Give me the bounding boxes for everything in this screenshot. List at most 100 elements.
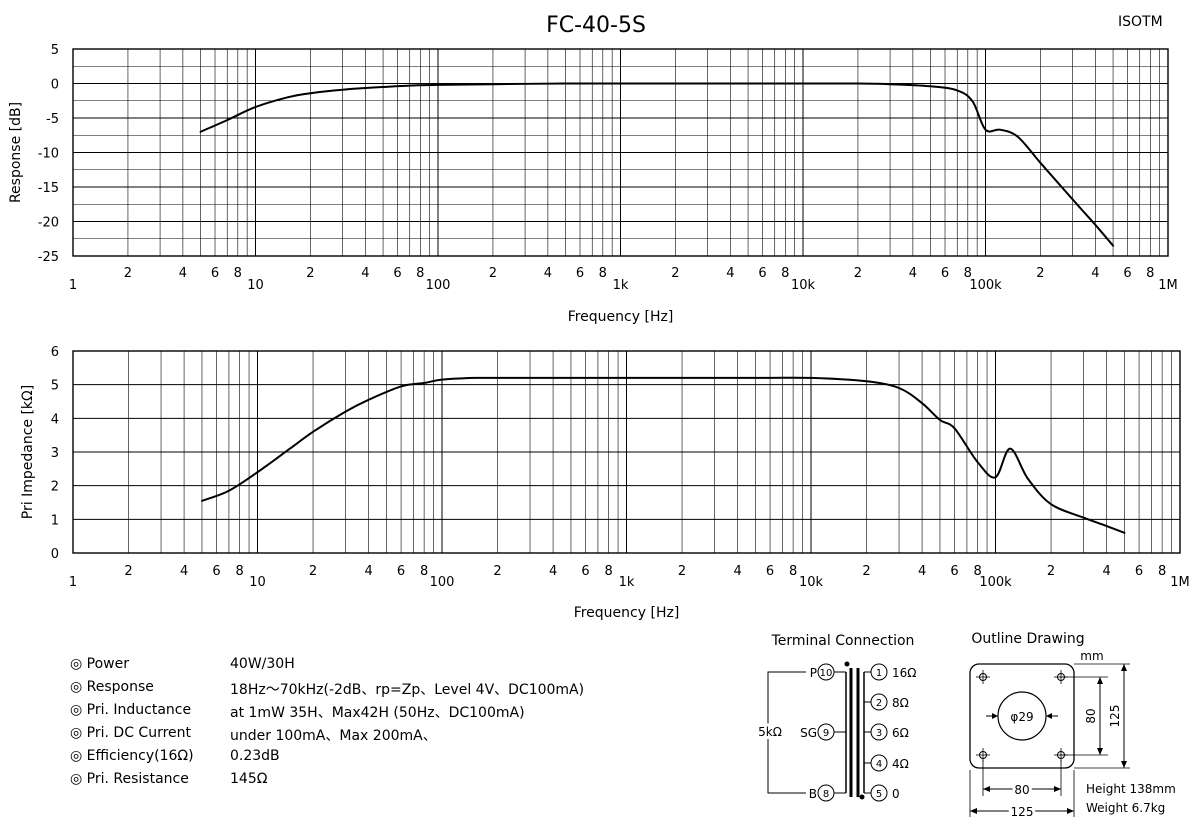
secondary-tap-label: 0 (892, 787, 900, 801)
spec-value: under 100mA、Max 200mA、 (230, 728, 437, 744)
y-tick-label: -20 (38, 216, 59, 231)
chassis-outline (969, 663, 1075, 769)
pin-number: 1 (876, 668, 882, 679)
plot-frame (72, 48, 1169, 257)
secondary-tap-label: 6Ω (892, 726, 909, 740)
x-tick-label: 8 (416, 266, 424, 281)
x-tick-label: 8 (1158, 564, 1166, 579)
terminal-heading: Terminal Connection (771, 633, 915, 649)
secondary-tap-label: 4Ω (892, 757, 909, 771)
dim-outer-vertical: 125 (1108, 705, 1122, 728)
y-tick-label: -10 (38, 147, 59, 162)
arrowhead (1097, 677, 1103, 684)
x-tick-label: 6 (766, 564, 774, 579)
hole-diameter: φ29 (1010, 710, 1033, 724)
y-axis-label: Pri Impedance [kΩ] (20, 385, 36, 519)
arrowhead (983, 786, 990, 792)
x-tick-label: 1k (619, 575, 635, 590)
secondary-tap-label: 16Ω (892, 666, 916, 680)
arrowhead (1067, 808, 1074, 814)
spec-value: at 1mW 35H、Max42H (50Hz、DC100mA) (230, 705, 525, 721)
arrowhead (1046, 713, 1052, 719)
x-tick-label: 10 (247, 278, 264, 293)
x-tick-label: 4 (364, 564, 372, 579)
x-tick-label: 8 (234, 266, 242, 281)
x-tick-label: 8 (420, 564, 428, 579)
x-tick-label: 2 (493, 564, 501, 579)
height-spec: Height 138mm (1086, 782, 1176, 796)
x-tick-label: 4 (361, 266, 369, 281)
x-tick-label: 4 (179, 266, 187, 281)
x-tick-label: 1 (69, 575, 77, 590)
x-tick-label: 4 (544, 266, 552, 281)
x-tick-label: 100k (969, 278, 1002, 293)
x-tick-label: 10 (249, 575, 266, 590)
x-tick-label: 6 (941, 266, 949, 281)
x-tick-label: 2 (862, 564, 870, 579)
y-tick-label: 3 (51, 446, 59, 461)
x-axis-label: Frequency [Hz] (574, 605, 680, 621)
brand-mark: ISOTM (1118, 14, 1163, 30)
arrowhead (992, 713, 998, 719)
y-tick-label: 5 (51, 379, 59, 394)
x-tick-label: 6 (1123, 266, 1131, 281)
y-tick-label: -15 (38, 181, 59, 196)
pin-circle (870, 693, 888, 711)
x-tick-label: 6 (1135, 564, 1143, 579)
x-tick-label: 6 (950, 564, 958, 579)
x-tick-label: 1M (1170, 575, 1190, 590)
y-tick-label: 0 (51, 547, 59, 562)
x-tick-label: 4 (909, 266, 917, 281)
spec-label: ◎ Pri. Resistance (70, 771, 189, 787)
pin-number: 3 (876, 728, 882, 739)
x-tick-label: 8 (1146, 266, 1154, 281)
x-tick-label: 4 (180, 564, 188, 579)
x-tick-label: 6 (211, 266, 219, 281)
y-tick-label: 0 (51, 78, 59, 93)
x-tick-label: 8 (964, 266, 972, 281)
spec-value: 145Ω (230, 771, 268, 787)
x-tick-label: 1M (1158, 278, 1178, 293)
y-tick-label: 1 (51, 513, 59, 528)
x-tick-label: 1k (613, 278, 629, 293)
pin-circle (870, 663, 888, 681)
primary-label-sg: SG (800, 726, 817, 740)
x-tick-label: 6 (393, 266, 401, 281)
x-tick-label: 2 (671, 266, 679, 281)
x-tick-label: 6 (397, 564, 405, 579)
pin-number: 5 (876, 789, 882, 800)
primary-impedance: 5kΩ (758, 725, 782, 739)
outline-heading: Outline Drawing (971, 631, 1084, 647)
x-tick-label: 1 (69, 278, 77, 293)
series-line (201, 376, 1126, 534)
y-tick-label: 2 (51, 480, 59, 495)
page-title: FC-40-5S (546, 13, 646, 38)
pin-number-9: 9 (823, 728, 829, 739)
x-tick-label: 6 (758, 266, 766, 281)
y-tick-label: -25 (38, 250, 59, 265)
arrowhead (1121, 664, 1127, 671)
dim-inner-horizontal: 80 (1014, 783, 1029, 797)
x-tick-label: 10k (791, 278, 816, 293)
x-tick-label: 8 (781, 266, 789, 281)
pin-circle (870, 754, 888, 772)
arrowhead (1121, 761, 1127, 768)
y-tick-label: -5 (46, 112, 59, 127)
spec-label: ◎ Efficiency(16Ω) (70, 748, 194, 764)
spec-value: 40W/30H (230, 656, 295, 672)
arrowhead (1097, 748, 1103, 755)
x-tick-label: 4 (549, 564, 557, 579)
dim-outer-horizontal: 125 (1011, 805, 1034, 819)
weight-spec: Weight 6.7kg (1086, 801, 1165, 815)
x-tick-label: 4 (918, 564, 926, 579)
x-tick-label: 2 (1047, 564, 1055, 579)
x-tick-label: 2 (124, 564, 132, 579)
spec-label: ◎ Pri. Inductance (70, 702, 192, 718)
x-tick-label: 4 (726, 266, 734, 281)
spec-label: ◎ Power (70, 656, 129, 672)
x-tick-label: 2 (306, 266, 314, 281)
x-tick-label: 100 (426, 278, 451, 293)
x-axis-label: Frequency [Hz] (568, 309, 674, 325)
x-tick-label: 8 (599, 266, 607, 281)
